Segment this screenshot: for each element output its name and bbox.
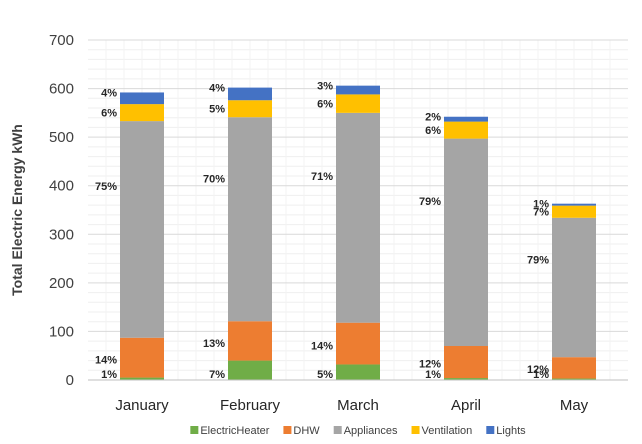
data-label: 2% [425, 112, 441, 124]
legend-swatch [283, 426, 292, 434]
bar-segment-dhw [120, 337, 164, 378]
bar-segment-appliances [336, 112, 380, 323]
x-tick-label: May [560, 397, 589, 414]
bar-segment-dhw [336, 322, 380, 365]
data-label: 4% [209, 83, 225, 95]
bar-segment-lights [120, 92, 164, 105]
bar-segment-electricheater [552, 378, 596, 380]
bar-segment-electricheater [444, 378, 488, 380]
bar-segment-appliances [444, 138, 488, 346]
y-tick-label: 500 [49, 129, 74, 146]
data-label: 5% [209, 104, 225, 116]
legend-label: Ventilation [422, 425, 473, 437]
x-tick-label: February [220, 397, 281, 414]
bar-segment-electricheater [336, 364, 380, 380]
data-label: 70% [203, 173, 225, 185]
data-label: 14% [95, 355, 117, 367]
legend-label: DHW [293, 425, 320, 437]
data-labels-layer: 1%14%75%6%4%7%13%70%5%4%5%14%71%6%3%1%12… [95, 81, 549, 381]
data-label: 12% [527, 364, 549, 376]
legend-item-dhw: DHW [283, 425, 320, 437]
data-label: 13% [203, 338, 225, 350]
data-label: 1% [101, 369, 117, 381]
axis-layer: 0 100 200 300 400 500 600 700 January February Mar… [49, 32, 628, 414]
data-label: 79% [419, 196, 441, 208]
data-label: 6% [317, 99, 333, 111]
legend-item-lights: Lights [486, 425, 526, 437]
bar-segment-dhw [444, 346, 488, 379]
data-label: 5% [317, 369, 333, 381]
x-tick-label: March [337, 397, 379, 414]
x-tick-label: April [451, 397, 481, 414]
data-label: 4% [101, 87, 117, 99]
bar-segment-appliances [228, 117, 272, 322]
legend-swatch [333, 426, 342, 434]
data-label: 14% [311, 341, 333, 353]
x-tick-label: January [115, 397, 169, 414]
data-label: 71% [311, 171, 333, 183]
data-label: 75% [95, 181, 117, 193]
data-label: 6% [101, 108, 117, 120]
y-tick-label: 300 [49, 226, 74, 243]
legend-item-ventilation: Ventilation [411, 425, 473, 437]
legend-item-appliances: Appliances [333, 425, 398, 437]
bar-segment-ventilation [552, 205, 596, 218]
bar-segment-dhw [552, 357, 596, 379]
bar-segment-ventilation [444, 121, 488, 139]
data-label: 3% [317, 81, 333, 93]
y-tick-label: 200 [49, 275, 74, 292]
legend-label: ElectricHeater [200, 425, 269, 437]
bar-segment-ventilation [336, 94, 380, 113]
legend-item-electricheater: ElectricHeater [190, 425, 270, 437]
bars-layer [120, 85, 596, 380]
bar-segment-ventilation [228, 100, 272, 118]
data-label: 1% [425, 369, 441, 381]
y-tick-label: 600 [49, 81, 74, 98]
legend-swatch [190, 426, 199, 434]
bar-segment-ventilation [120, 104, 164, 122]
legend-swatch [411, 426, 420, 434]
bar-segment-lights [444, 116, 488, 122]
y-tick-label: 0 [66, 372, 74, 389]
legend: ElectricHeater DHW Appliances Ventilation Li… [190, 425, 526, 437]
data-label: 1% [533, 199, 549, 211]
data-label: 7% [533, 207, 549, 219]
data-label: 7% [209, 369, 225, 381]
y-tick-label: 400 [49, 178, 74, 195]
bar-segment-lights [228, 87, 272, 101]
data-label: 1% [533, 369, 549, 381]
bar-segment-lights [552, 203, 596, 206]
data-label: 6% [425, 125, 441, 137]
y-tick-label: 100 [49, 323, 74, 340]
legend-swatch [486, 426, 495, 434]
y-tick-label: 700 [49, 32, 74, 49]
data-label: 79% [527, 255, 549, 267]
bar-segment-lights [336, 85, 380, 95]
bar-segment-electricheater [120, 377, 164, 380]
data-label: 12% [419, 359, 441, 371]
legend-label: Lights [496, 425, 526, 437]
bar-segment-electricheater [228, 360, 272, 380]
bar-segment-appliances [120, 121, 164, 338]
legend-label: Appliances [344, 425, 398, 437]
y-axis-title: Total Electric Energy kWh [9, 124, 25, 296]
bar-segment-appliances [552, 217, 596, 358]
bar-segment-dhw [228, 321, 272, 361]
